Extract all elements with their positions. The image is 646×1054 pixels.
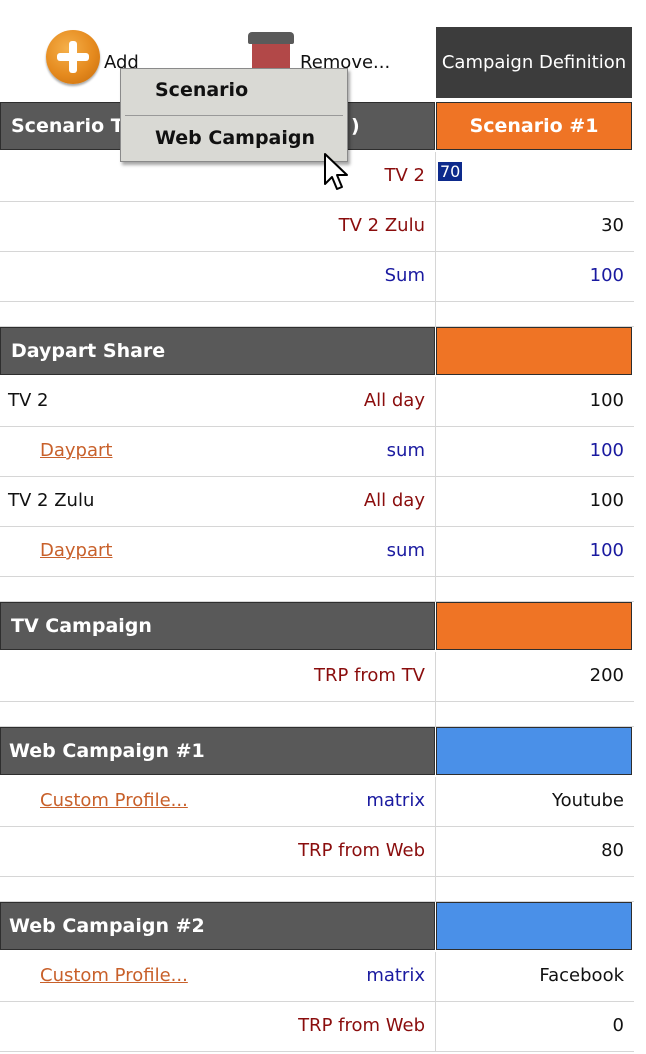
tv-campaign-header-title: TV Campaign [11, 615, 152, 637]
value-text: Youtube [552, 790, 624, 811]
value-text: Facebook [539, 965, 624, 986]
value-text: 200 [589, 665, 624, 686]
sum-value: 100 [589, 440, 624, 461]
daypart-header-title: Daypart Share [11, 340, 166, 362]
trp-label: TRP from TV [314, 665, 425, 686]
mouse-pointer-icon [324, 153, 348, 190]
value-cell: 100 [436, 527, 634, 576]
value-cell: 100 [436, 427, 634, 476]
spacer-row [0, 302, 634, 327]
value-cell[interactable]: 100 [436, 477, 634, 526]
spacer-row [0, 702, 634, 727]
web-campaign-1-header: Web Campaign #1 [0, 727, 634, 777]
custom-profile-link[interactable]: Custom Profile... [40, 965, 188, 986]
menu-item-web-campaign[interactable]: Web Campaign [155, 127, 316, 149]
web-campaign-2-title: Web Campaign #2 [9, 915, 205, 937]
table-row: Custom Profile... matrix Facebook [0, 952, 634, 1002]
web-campaign-1-color-cell [436, 727, 632, 775]
scenario-column-header[interactable]: Scenario #1 [436, 102, 632, 150]
value-cell: 100 [436, 252, 634, 301]
table-row: Daypart sum 100 [0, 427, 634, 477]
channel-label: TV 2 Zulu [338, 215, 425, 236]
daypart-category: All day [363, 390, 425, 411]
table-row: TRP from Web 80 [0, 827, 634, 877]
value-text: 30 [601, 215, 624, 236]
value-cell[interactable]: 0 [436, 1002, 634, 1051]
scenario-grid: Scenario T ) Scenario #1 TV 2 70 TV 2 Zu… [0, 102, 634, 1052]
trp-label: TRP from Web [298, 1015, 425, 1036]
daypart-category: All day [363, 490, 425, 511]
daypart-link[interactable]: Daypart [40, 540, 113, 561]
table-row: TV 2 Zulu 30 [0, 202, 634, 252]
table-row: TV 2 Zulu All day 100 [0, 477, 634, 527]
trp-label: TRP from Web [298, 840, 425, 861]
channel-name: TV 2 [8, 390, 49, 411]
scenario-header-title: Scenario T [11, 115, 124, 137]
table-row: Custom Profile... matrix Youtube [0, 777, 634, 827]
value-cell[interactable]: 30 [436, 202, 634, 251]
web-campaign-2-color-cell [436, 902, 632, 950]
daypart-section-header: Daypart Share [0, 327, 634, 377]
matrix-label: matrix [366, 790, 425, 811]
table-row: Sum 100 [0, 252, 634, 302]
value-cell[interactable]: 200 [436, 652, 634, 701]
sum-label: Sum [384, 265, 425, 286]
value-text: 80 [601, 840, 624, 861]
table-row: TV 2 All day 100 [0, 377, 634, 427]
add-button[interactable]: Add [46, 30, 139, 90]
value-cell[interactable]: 100 [436, 377, 634, 426]
add-context-menu: Scenario Web Campaign [120, 68, 348, 162]
menu-separator [125, 115, 343, 116]
campaign-definition-tab[interactable]: Campaign Definition [436, 27, 632, 98]
value-cell[interactable]: 70 [436, 152, 634, 201]
toolbar: Add Remove... Campaign Definition [0, 0, 646, 102]
value-text: 100 [589, 390, 624, 411]
remove-label: Remove... [300, 52, 391, 73]
add-plus-icon [46, 30, 100, 84]
scenario-column-title: Scenario #1 [469, 115, 599, 137]
menu-item-scenario[interactable]: Scenario [155, 79, 249, 101]
channel-label: TV 2 [384, 165, 425, 186]
table-row: TRP from Web 0 [0, 1002, 634, 1052]
table-row: TRP from TV 200 [0, 652, 634, 702]
sum-value: 100 [589, 540, 624, 561]
spacer-row [0, 577, 634, 602]
tv-campaign-color-cell [436, 602, 632, 650]
sum-value: 100 [589, 265, 624, 286]
tv-campaign-section-header: TV Campaign [0, 602, 634, 652]
channel-name: TV 2 Zulu [8, 490, 95, 511]
value-text: 0 [612, 1015, 624, 1036]
web-campaign-1-title: Web Campaign #1 [9, 740, 205, 762]
daypart-color-cell [436, 327, 632, 375]
spacer-row [0, 877, 634, 902]
value-cell[interactable]: Youtube [436, 777, 634, 826]
value-cell[interactable]: 80 [436, 827, 634, 876]
table-row: Daypart sum 100 [0, 527, 634, 577]
matrix-label: matrix [366, 965, 425, 986]
value-text: 100 [589, 490, 624, 511]
add-label: Add [104, 52, 139, 73]
sum-label: sum [386, 540, 425, 561]
custom-profile-link[interactable]: Custom Profile... [40, 790, 188, 811]
sum-label: sum [386, 440, 425, 461]
daypart-link[interactable]: Daypart [40, 440, 113, 461]
value-cell-editor[interactable]: 70 [438, 162, 463, 181]
web-campaign-2-header: Web Campaign #2 [0, 902, 634, 952]
scenario-header-suffix: ) [351, 115, 360, 137]
value-cell[interactable]: Facebook [436, 952, 634, 1001]
